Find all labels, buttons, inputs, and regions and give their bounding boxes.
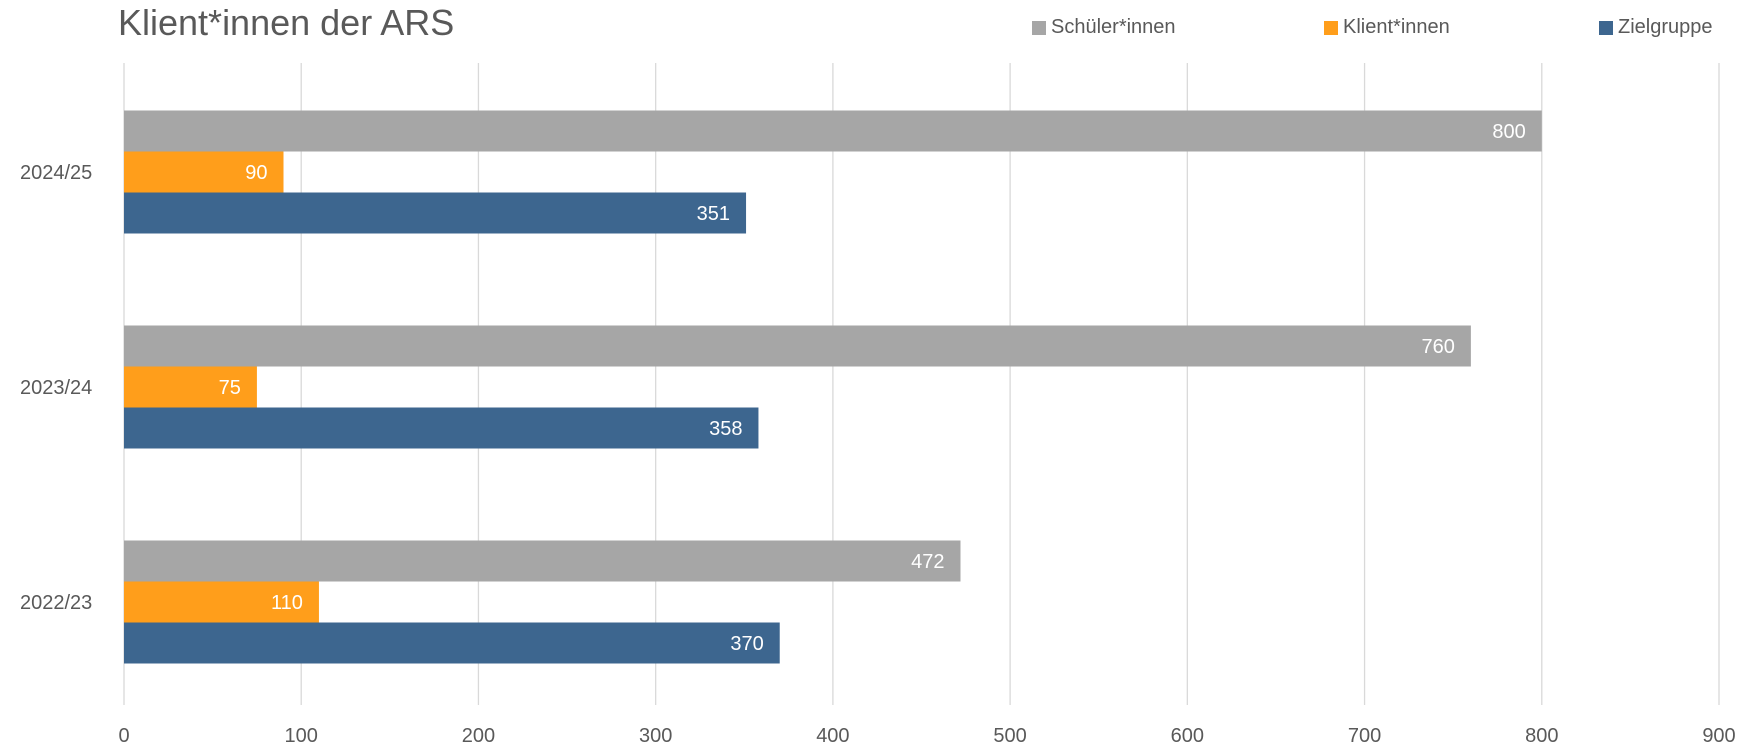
data-label: 75 [219, 377, 241, 399]
data-label: 110 [271, 592, 303, 614]
data-label: 472 [911, 551, 944, 573]
legend-label-schueler: Schüler*innen [1051, 16, 1176, 38]
legend-swatch-zielgruppe-icon [1599, 20, 1613, 35]
bar [124, 622, 780, 664]
category-label: 2024/25 [20, 162, 92, 184]
data-label: 370 [730, 633, 763, 655]
bar [124, 366, 257, 408]
x-tick-label: 300 [639, 725, 672, 747]
legend-item-zielgruppe: Zielgruppe [1599, 16, 1713, 39]
data-label: 760 [1422, 336, 1455, 358]
x-tick-label: 800 [1525, 725, 1558, 747]
bar [124, 151, 284, 193]
bar [124, 407, 759, 449]
legend-label-klienten: Klient*innen [1343, 16, 1450, 38]
x-tick-label: 400 [816, 725, 849, 747]
data-label: 351 [697, 203, 730, 225]
x-tick-label: 500 [993, 725, 1026, 747]
x-tick-label: 600 [1171, 725, 1204, 747]
legend-swatch-klienten-icon [1324, 20, 1338, 35]
legend-swatch-schueler-icon [1032, 20, 1046, 35]
x-tick-label: 700 [1348, 725, 1381, 747]
bar [124, 110, 1542, 152]
x-tick-label: 100 [285, 725, 318, 747]
legend-item-schueler: Schüler*innen [1032, 16, 1176, 39]
bar [124, 581, 319, 623]
bar [124, 540, 961, 582]
data-label: 90 [245, 162, 267, 184]
x-tick-label: 200 [462, 725, 495, 747]
x-tick-label: 900 [1702, 725, 1735, 747]
chart-title: Klient*innen der ARS [118, 2, 455, 43]
data-label: 358 [709, 418, 742, 440]
legend-item-klienten: Klient*innen [1324, 16, 1450, 39]
bar [124, 325, 1471, 367]
data-label: 800 [1492, 121, 1525, 143]
bar [124, 192, 747, 234]
category-label: 2023/24 [20, 377, 92, 399]
x-tick-label: 0 [118, 725, 129, 747]
legend-label-zielgruppe: Zielgruppe [1618, 16, 1713, 38]
category-label: 2022/23 [20, 592, 92, 614]
